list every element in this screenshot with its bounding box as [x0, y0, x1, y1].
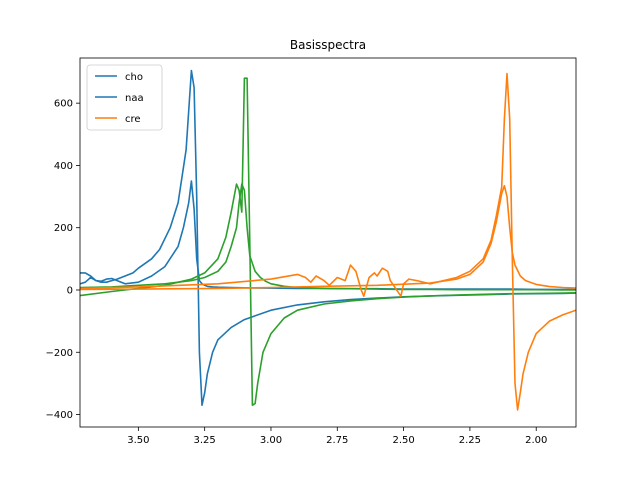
series-line-6 [80, 184, 576, 291]
x-tick-label: 3.25 [194, 435, 216, 446]
x-tick-label: 3.50 [127, 435, 149, 446]
x-tick-label: 3.00 [260, 435, 282, 446]
series-line-5 [80, 72, 576, 411]
x-tick-label: 2.00 [525, 435, 547, 446]
y-tick-label: 0 [67, 285, 73, 296]
legend-label: naa [125, 93, 144, 104]
legend-label: cho [125, 72, 143, 83]
legend: cho naa cre [86, 64, 163, 131]
series-line-4 [80, 183, 576, 291]
y-tick-label: −400 [46, 410, 73, 421]
x-tick-label: 2.75 [326, 435, 348, 446]
x-tick-label: 2.25 [459, 435, 481, 446]
chart-title: Basisspectra [290, 38, 366, 52]
legend-box [86, 64, 163, 131]
legend-label: cre [125, 114, 141, 125]
series-line-3 [80, 77, 576, 406]
axes-frame [79, 57, 577, 428]
y-tick-label: 600 [54, 99, 73, 110]
x-tick-label: 2.50 [392, 435, 414, 446]
x-axis: 3.50 3.25 3.00 2.75 2.50 2.25 2.00 [127, 427, 547, 446]
y-tick-label: 200 [54, 223, 73, 234]
y-axis: −400 −200 0 200 400 600 [46, 99, 80, 421]
plot-area [80, 69, 576, 411]
y-tick-label: 400 [54, 161, 73, 172]
y-tick-label: −200 [46, 348, 73, 359]
